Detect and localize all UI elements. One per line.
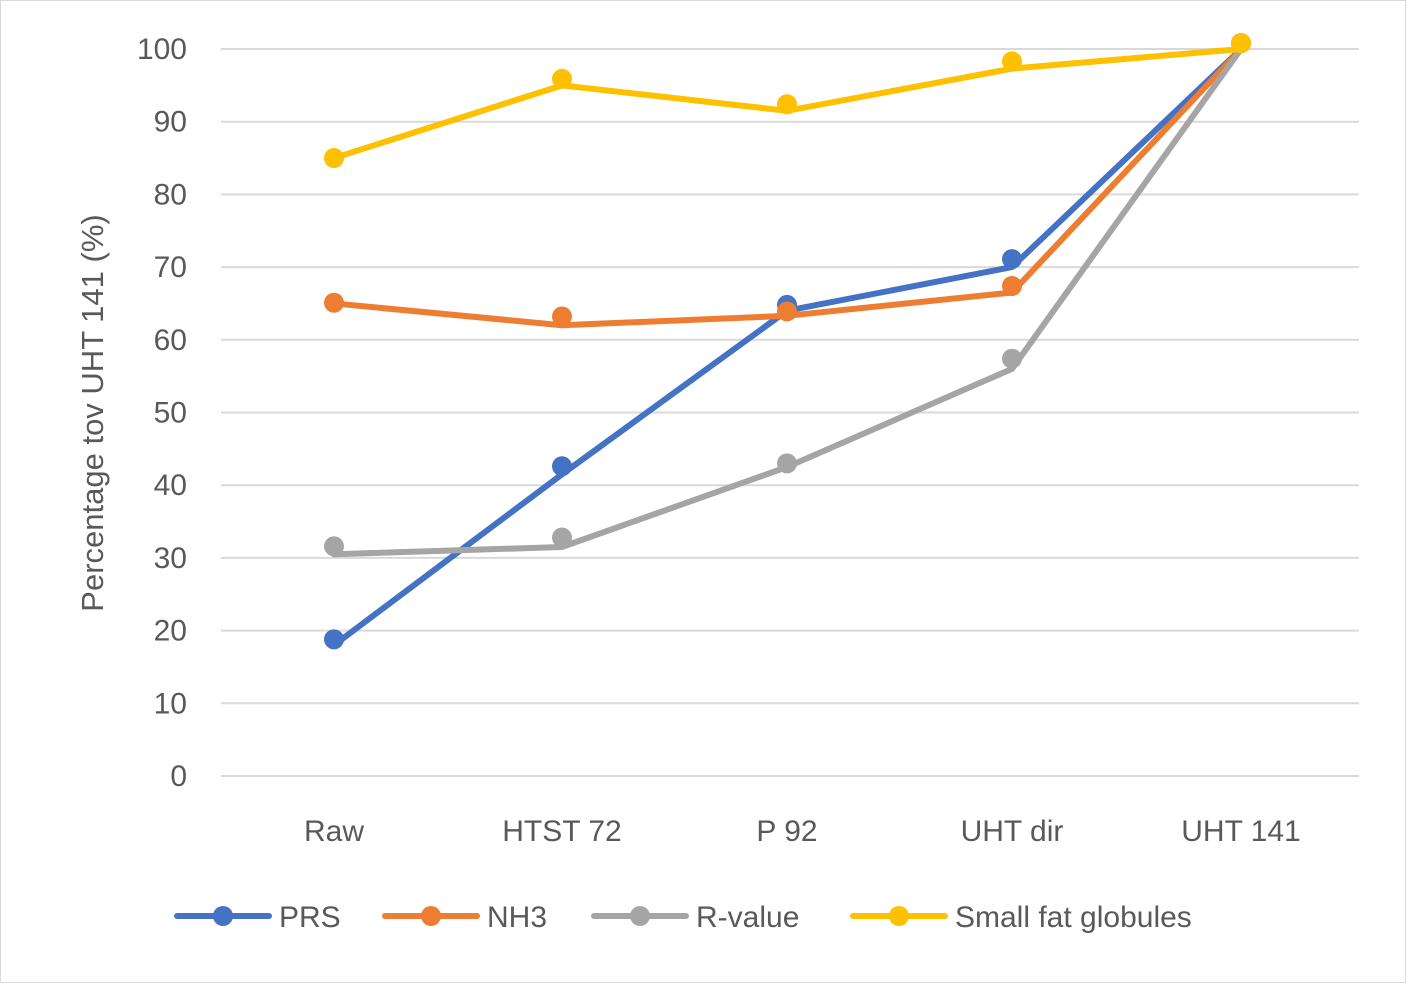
series-line xyxy=(331,46,1244,649)
y-tick-label: 100 xyxy=(137,33,187,66)
legend-item: PRS xyxy=(174,901,341,934)
data-point xyxy=(552,456,572,477)
y-tick-label: 80 xyxy=(154,178,187,211)
legend: PRS NH3 R-value Small fat globules xyxy=(174,901,1192,934)
data-point xyxy=(777,301,797,322)
legend-item: R-value xyxy=(591,901,799,934)
x-tick-label: P 92 xyxy=(756,815,817,848)
y-tick-label: 40 xyxy=(154,469,187,502)
x-tick-label: UHT dir xyxy=(961,815,1064,848)
data-point xyxy=(1002,249,1022,270)
data-point xyxy=(1002,276,1022,297)
x-tick-label: HTST 72 xyxy=(502,815,622,848)
x-axis-categories: Raw HTST 72 P 92 UHT dir UHT 141 xyxy=(304,815,1301,848)
series-nh3 xyxy=(324,33,1251,329)
x-tick-label: UHT 141 xyxy=(1181,815,1301,848)
data-point xyxy=(324,292,344,313)
data-point xyxy=(1002,348,1022,369)
legend-label: R-value xyxy=(696,901,799,934)
x-tick-label: Raw xyxy=(304,815,364,848)
data-point xyxy=(552,306,572,327)
y-tick-label: 20 xyxy=(154,615,187,648)
legend-label: PRS xyxy=(279,901,341,934)
series-lines xyxy=(324,33,1251,650)
series-line xyxy=(331,46,1244,329)
y-axis-title: Percentage tov UHT 141 (%) xyxy=(75,214,110,611)
legend-label: NH3 xyxy=(487,901,547,934)
y-tick-label: 70 xyxy=(154,251,187,284)
legend-item: NH3 xyxy=(382,901,547,934)
data-point xyxy=(552,527,572,548)
legend-swatch-marker xyxy=(421,906,441,926)
y-tick-label: 50 xyxy=(154,397,187,430)
y-tick-label: 10 xyxy=(154,687,187,720)
series-small-fat-globules xyxy=(324,33,1251,169)
data-point xyxy=(777,453,797,474)
y-tick-label: 90 xyxy=(154,106,187,139)
data-point xyxy=(324,148,344,169)
data-point xyxy=(1231,33,1251,54)
data-point xyxy=(1002,51,1022,72)
gridlines xyxy=(221,48,1359,777)
legend-swatch-marker xyxy=(630,906,650,926)
y-tick-label: 60 xyxy=(154,324,187,357)
y-tick-label: 30 xyxy=(154,542,187,575)
legend-swatch-marker xyxy=(213,906,233,926)
legend-swatch-marker xyxy=(889,906,909,926)
data-point xyxy=(552,68,572,89)
legend-label: Small fat globules xyxy=(955,901,1192,934)
legend-item: Small fat globules xyxy=(850,901,1192,934)
y-axis-ticks: 0 10 20 30 40 50 60 70 80 90 100 xyxy=(137,33,187,793)
data-point xyxy=(324,629,344,650)
data-point xyxy=(324,536,344,557)
y-tick-label: 0 xyxy=(170,760,187,793)
data-point xyxy=(777,94,797,115)
